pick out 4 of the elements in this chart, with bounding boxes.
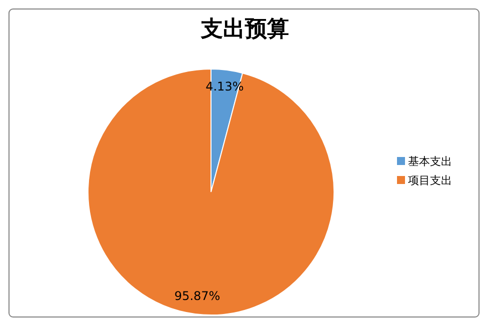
legend-label: 基本支出 (408, 155, 452, 168)
legend-label: 项目支出 (408, 174, 452, 188)
chart-title: 支出预算 (200, 17, 289, 42)
data-label: 95.87% (174, 289, 220, 304)
